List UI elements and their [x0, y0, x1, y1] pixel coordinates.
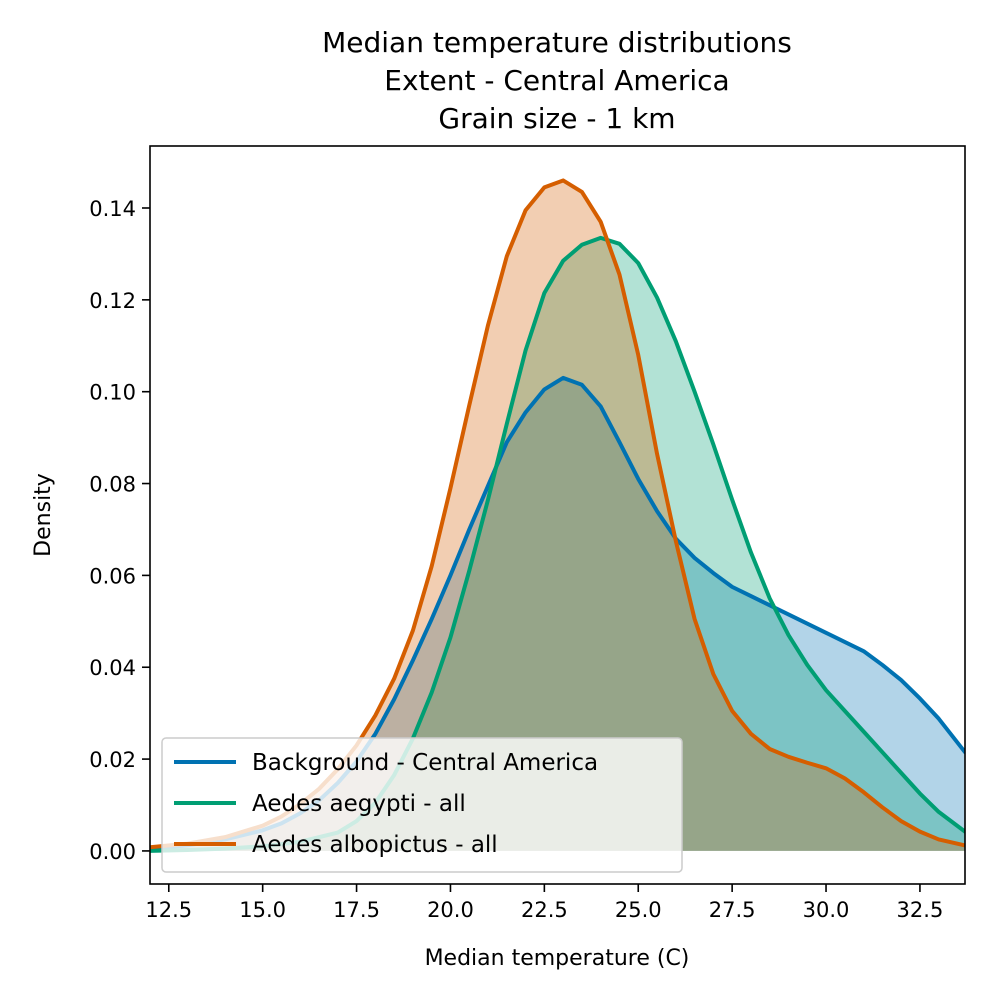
y-tick-label: 0.10: [89, 381, 136, 405]
y-axis: 0.00 0.02 0.04 0.06 0.08 0.10 0.12 0.14: [89, 197, 150, 864]
y-axis-label: Density: [31, 473, 56, 557]
x-tick-label: 12.5: [145, 898, 192, 922]
legend-label-background-central-america: Background - Central America: [252, 750, 598, 776]
series-fill-aedes-aegypti-all: [150, 237, 965, 851]
legend-label-aedes-aegypti-all: Aedes aegypti - all: [252, 791, 466, 817]
chart-title: Median temperature distributions Extent …: [322, 26, 792, 135]
chart-title-line-3: Grain size - 1 km: [438, 102, 675, 135]
chart-title-line-2: Extent - Central America: [384, 64, 729, 97]
x-tick-label: 27.5: [709, 898, 756, 922]
legend-box: [161, 737, 683, 873]
x-axis-label: Median temperature (C): [425, 946, 690, 971]
chart-title-line-1: Median temperature distributions: [322, 26, 792, 59]
y-tick-label: 0.14: [89, 197, 136, 221]
x-tick-label: 20.0: [427, 898, 474, 922]
x-axis: 12.5 15.0 17.5 20.0 22.5 25.0 27.5 30.0 32.5: [145, 884, 943, 922]
x-tick-label: 25.0: [615, 898, 662, 922]
legend: Background - Central America Aedes aegypt…: [161, 737, 683, 873]
x-tick-label: 17.5: [333, 898, 380, 922]
y-tick-label: 0.12: [89, 289, 136, 313]
x-tick-label: 32.5: [897, 898, 944, 922]
y-tick-label: 0.00: [89, 840, 136, 864]
series-fill-background-central-america: [150, 377, 965, 851]
x-tick-label: 22.5: [521, 898, 568, 922]
x-tick-label: 30.0: [803, 898, 850, 922]
y-tick-label: 0.04: [89, 656, 136, 680]
y-tick-label: 0.02: [89, 748, 136, 772]
series-layer: [150, 178, 965, 853]
y-tick-label: 0.06: [89, 564, 136, 588]
legend-label-aedes-albopictus-all: Aedes albopictus - all: [252, 832, 498, 858]
series-fill-aedes-albopictus-all: [150, 180, 965, 851]
x-tick-label: 15.0: [239, 898, 286, 922]
y-tick-label: 0.08: [89, 473, 136, 497]
plot-frame: [149, 145, 966, 885]
